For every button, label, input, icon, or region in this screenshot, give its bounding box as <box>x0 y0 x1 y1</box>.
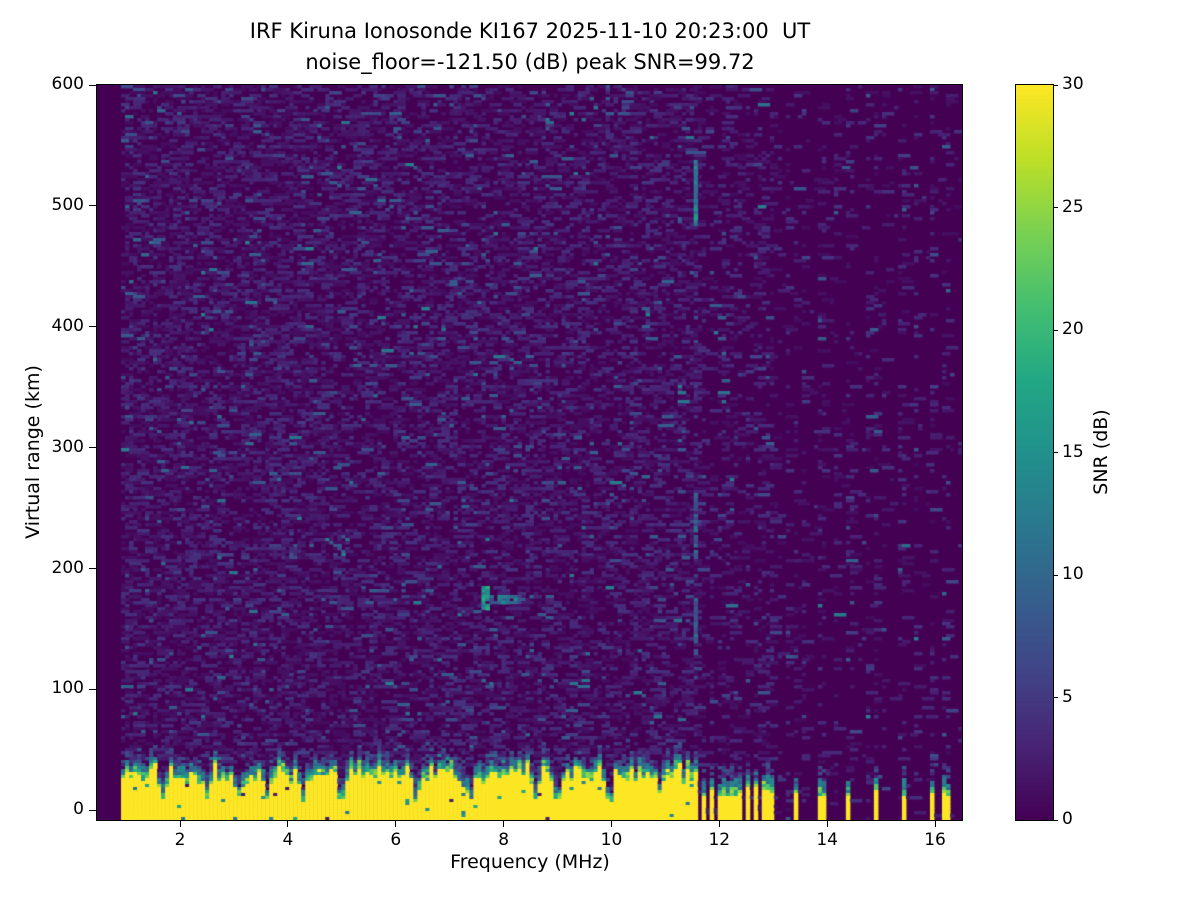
x-tick-mark <box>934 821 936 827</box>
x-tick-mark <box>395 821 397 827</box>
x-tick-mark <box>287 821 289 827</box>
x-tick-mark <box>826 821 828 827</box>
x-tick-label: 4 <box>282 830 294 850</box>
y-tick-label: 500 <box>51 194 84 215</box>
colorbar-tick-label: 10 <box>1062 564 1084 584</box>
x-tick-mark <box>718 821 720 827</box>
colorbar-tick-mark <box>1053 819 1058 821</box>
y-tick-mark <box>89 447 96 449</box>
y-tick-label: 400 <box>51 315 84 336</box>
x-tick-label: 2 <box>174 830 186 850</box>
x-tick-label: 14 <box>816 830 838 850</box>
y-tick-label: 0 <box>73 799 84 820</box>
y-tick-mark <box>89 568 96 570</box>
y-tick-mark <box>89 809 96 811</box>
x-tick-label: 8 <box>498 830 510 850</box>
x-tick-mark <box>503 821 505 827</box>
y-tick-mark <box>89 688 96 690</box>
y-tick-label: 200 <box>51 557 84 578</box>
y-tick-mark <box>89 326 96 328</box>
colorbar-tick-mark <box>1053 207 1058 208</box>
colorbar-tick-mark <box>1053 697 1058 698</box>
colorbar-tick-mark <box>1053 329 1058 331</box>
colorbar-tick-mark <box>1053 84 1058 86</box>
colorbar <box>1015 84 1054 821</box>
plot-area <box>96 84 963 821</box>
colorbar-tick-label: 15 <box>1062 441 1084 462</box>
x-axis-label: Frequency (MHz) <box>450 851 610 873</box>
x-tick-label: 12 <box>708 830 731 850</box>
x-tick-label: 10 <box>600 830 623 850</box>
x-tick-mark <box>179 821 181 827</box>
x-tick-label: 16 <box>924 830 946 850</box>
colorbar-gradient-canvas <box>1016 85 1053 820</box>
colorbar-tick-label: 20 <box>1062 319 1084 339</box>
title-block: IRF Kiruna Ionosonde KI167 2025-11-10 20… <box>97 16 963 78</box>
colorbar-tick-label: 30 <box>1062 74 1084 94</box>
chart-title: IRF Kiruna Ionosonde KI167 2025-11-10 20… <box>249 19 811 43</box>
colorbar-tick-label: 25 <box>1062 196 1084 217</box>
colorbar-tick-label: 0 <box>1062 809 1073 829</box>
y-tick-label: 300 <box>51 436 84 457</box>
y-tick-label: 100 <box>51 678 84 699</box>
x-tick-mark <box>610 821 612 827</box>
colorbar-tick-label: 5 <box>1062 686 1073 707</box>
x-tick-label: 6 <box>390 830 402 850</box>
ionogram-heatmap-canvas <box>97 85 962 820</box>
y-axis-label: Virtual range (km) <box>22 365 44 539</box>
y-tick-mark <box>89 84 96 86</box>
colorbar-tick-mark <box>1053 452 1058 453</box>
colorbar-label: SNR (dB) <box>1090 409 1112 495</box>
chart-subtitle: noise_floor=-121.50 (dB) peak SNR=99.72 <box>305 50 755 74</box>
colorbar-tick-mark <box>1053 574 1058 576</box>
y-tick-label: 600 <box>51 74 84 94</box>
y-tick-mark <box>89 205 96 207</box>
